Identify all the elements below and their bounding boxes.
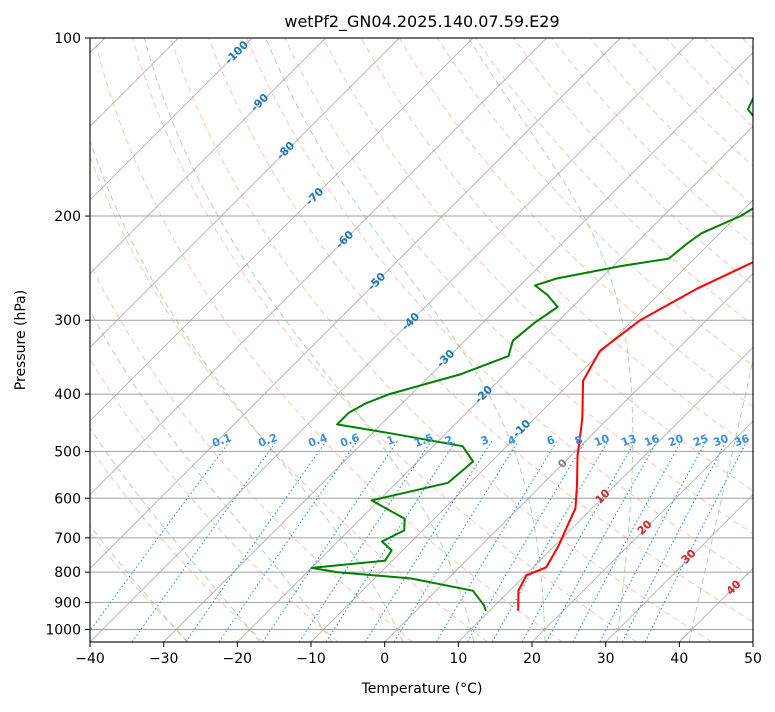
y-tick-label: 800 [54,565,81,581]
y-tick-label: 300 [54,313,81,329]
isotherm-label: -90 [248,91,271,114]
isotherm-line [385,38,775,642]
x-tick-label: −10 [296,651,326,667]
dry-adiabat-line [18,38,413,642]
moist-adiabats [0,38,775,642]
mixing-ratio-label: 16 [642,432,661,450]
pressure-gridlines [90,38,753,629]
mixing-ratio-line [186,441,327,642]
x-tick-label: 40 [670,651,688,667]
mixing-ratio-label: 0.1 [210,431,233,450]
y-tick-label: 1000 [45,622,81,638]
dry-adiabat-label: 20 [635,517,655,537]
dry-adiabat-line [590,38,775,642]
y-tick-label: 600 [54,491,81,507]
dry-adiabat-line [743,38,775,642]
mixing-ratio-label: 36 [732,432,751,450]
x-tick-label: 20 [523,651,541,667]
x-tick-label: 0 [380,651,389,667]
isotherms [0,38,775,642]
moist-adiabat-line [63,38,403,642]
mixing-ratio-line [394,441,518,642]
mixing-ratio-label: 0.4 [306,431,329,450]
x-axis-label: Temperature (°C) [361,681,483,697]
dry-adiabats [0,38,775,642]
mixing-ratio-label: 25 [691,432,710,449]
x-tick-label: 30 [597,651,615,667]
mixing-ratio-label: 10 [592,432,611,450]
y-tick-label: 400 [54,387,81,403]
dry-adiabat-line [666,38,775,642]
mixing-ratio-line [492,441,608,642]
moist-adiabat-line [266,38,545,642]
mixing-ratio-line [219,441,357,642]
isotherm-line [16,38,620,642]
y-tick-label: 100 [54,31,81,47]
isotherm-label: -100 [222,38,251,67]
y-tick-label: 700 [54,531,81,547]
mixing-ratio-line [600,441,706,642]
dry-adiabat-line [132,38,637,642]
mixing-ratio-label: 20 [666,432,685,450]
dry-adiabat-line [514,38,775,642]
dry-adiabat-line [552,38,775,642]
y-axis-ticks: 100 200 300 400 500 600 700 800 900 1000 [45,31,90,638]
dry-adiabat-line [56,38,488,642]
dry-adiabat-line [171,38,712,642]
dry-adiabat-line [437,38,775,642]
moist-adiabat-line [469,38,633,642]
x-tick-label: −40 [75,651,105,667]
isotherm-line [458,38,775,642]
isotherm-line [0,38,252,642]
mixing-ratio-line [82,441,230,642]
y-tick-label: 900 [54,595,81,611]
chart-title: wetPf2_GN04.2025.140.07.59.E29 [284,12,559,32]
moist-adiabat-line [4,38,332,642]
isotherm-label: -20 [472,383,495,406]
mixing-ratio-line [132,441,277,642]
y-axis-label: Pressure (hPa) [13,290,29,390]
moist-adiabat-line [0,38,260,642]
isotherm-label: -30 [434,347,457,370]
mixing-ratio-label: 0.2 [256,431,279,450]
x-axis-ticks: −40 −30 −20 −10 0 10 20 30 40 50 [75,642,762,667]
isotherm-label: -80 [274,139,297,162]
mixing-ratio-label: 2 [443,433,455,448]
x-tick-label: −30 [149,651,179,667]
isotherm-line [532,38,775,642]
isotherm-line [753,38,775,642]
isotherm-line [0,38,399,642]
x-tick-label: −20 [223,651,253,667]
y-tick-label: 200 [54,209,81,225]
isotherm-line [164,38,768,642]
isotherm-line [311,38,775,642]
mixing-ratio-label: 3 [479,433,491,448]
isotherm-line [0,38,547,642]
dry-adiabat-label: 30 [679,546,699,566]
dry-adiabat-line [704,38,775,642]
mixing-ratio-label: 8 [573,433,585,448]
dry-adiabat-label: 10 [593,486,613,506]
dry-adiabat-line [0,38,338,642]
y-tick-label: 500 [54,444,81,460]
x-tick-label: 10 [449,651,467,667]
mixing-ratio-line [622,441,726,642]
moist-adiabat-line [689,38,775,642]
x-tick-label: 50 [744,651,762,667]
isotherm-line [0,38,326,642]
mixing-ratio-line [326,441,456,642]
mixing-ratio-line [263,441,398,642]
mixing-ratio-label: 13 [619,432,638,449]
mixing-ratio-line [546,441,657,642]
mixing-ratio-label: 1 [385,433,397,448]
mixing-ratio-label: 6 [545,433,557,448]
